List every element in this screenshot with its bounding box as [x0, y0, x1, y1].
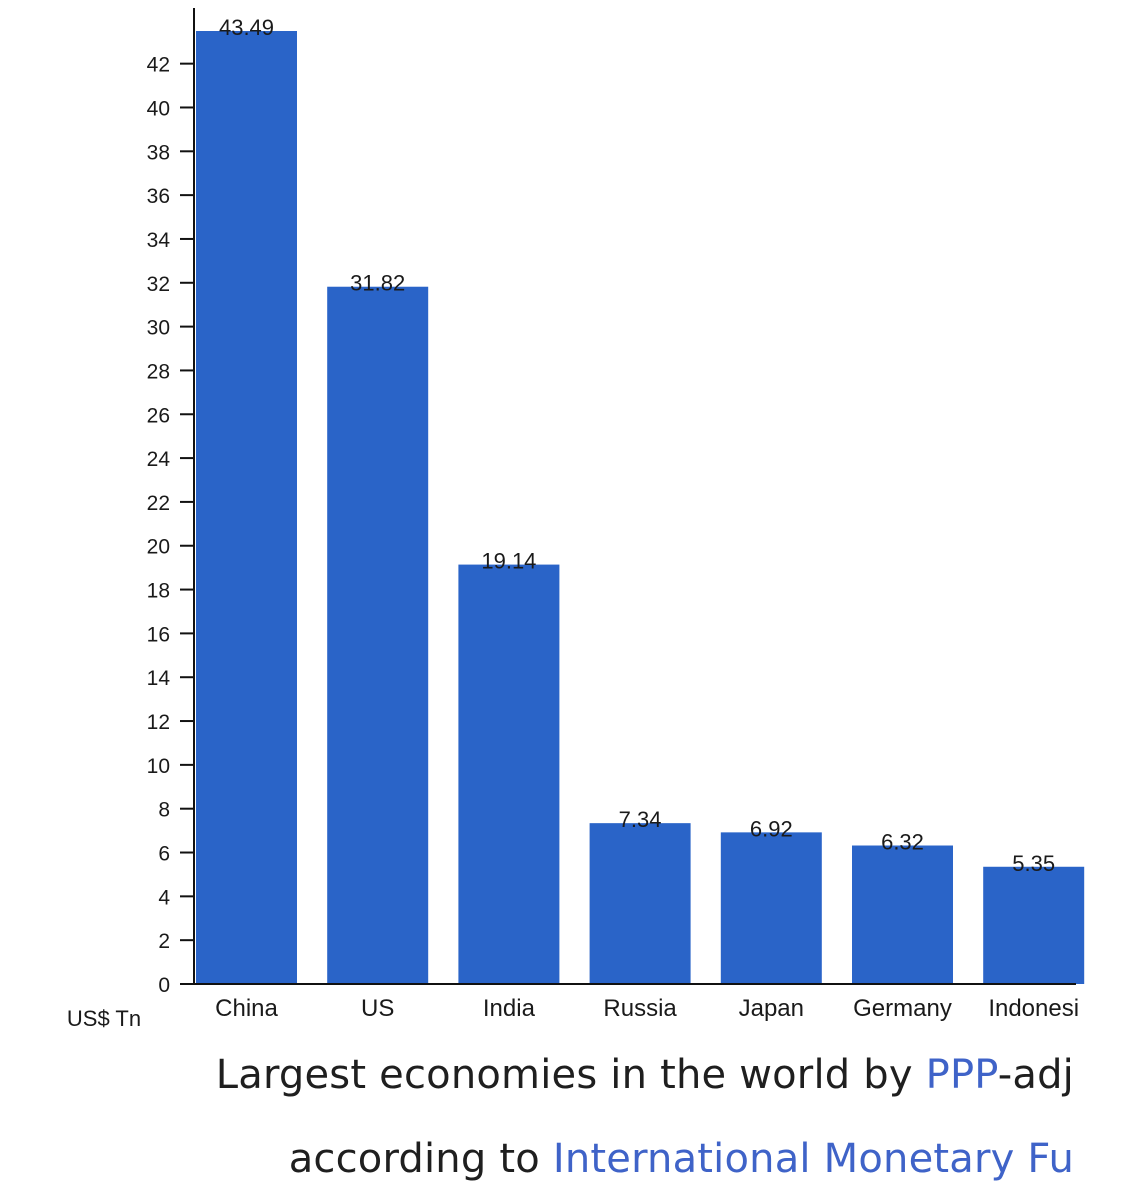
y-tick-label: 26 — [147, 404, 170, 427]
imf-link[interactable]: International Monetary Fu — [552, 1136, 1074, 1182]
bar-china — [196, 31, 297, 984]
value-labels: 43.49 31.82 19.14 7.34 6.92 6.32 5.35 — [219, 15, 1055, 876]
y-tick-label: 38 — [147, 141, 170, 164]
y-tick-label: 12 — [147, 711, 170, 734]
category-label: India — [483, 995, 536, 1022]
bar-chart: 024681012141618202224262830323436384042 … — [67, 8, 1085, 1031]
y-tick-label: 40 — [147, 97, 170, 120]
value-label: 6.92 — [750, 816, 793, 841]
value-label: 7.34 — [619, 807, 662, 832]
y-tick-label: 4 — [158, 886, 170, 909]
caption-text: according to — [288, 1136, 553, 1182]
category-labels: China US India Russia Japan Germany Indonesi — [215, 995, 1079, 1022]
bar-russia — [589, 823, 691, 984]
bar-indonesi — [983, 866, 1085, 984]
y-tick-label: 14 — [147, 667, 171, 690]
y-tick-label: 2 — [158, 930, 170, 953]
y-tick-label: 10 — [147, 755, 170, 778]
bar-india — [458, 564, 560, 984]
y-tick-label: 24 — [147, 448, 171, 471]
y-tick-label: 34 — [147, 229, 171, 252]
bar-us — [327, 286, 429, 984]
category-label: China — [215, 995, 278, 1022]
caption-text: Largest economies in the world by — [215, 1052, 926, 1098]
y-axis-unit: US$ Tn — [67, 1006, 141, 1031]
y-tick-label: 16 — [147, 623, 170, 646]
y-tick-label: 32 — [147, 273, 170, 296]
category-label: Indonesi — [988, 995, 1079, 1022]
y-tick-label: 18 — [147, 580, 170, 603]
caption-text: -adj — [997, 1052, 1074, 1098]
bar-japan — [720, 832, 822, 984]
y-tick-label: 22 — [147, 492, 170, 515]
y-tick-label: 36 — [147, 185, 170, 208]
y-tick-label: 6 — [158, 843, 170, 866]
bars — [196, 31, 1085, 984]
value-label: 43.49 — [219, 15, 274, 40]
y-tick-label: 28 — [147, 360, 170, 383]
category-label: Russia — [603, 995, 677, 1022]
caption-line-2: according to International Monetary Fu — [289, 1136, 1074, 1182]
ppp-link[interactable]: PPP — [925, 1052, 998, 1098]
category-label: Germany — [853, 995, 952, 1022]
y-tick-label: 30 — [147, 317, 170, 340]
y-tick-label: 8 — [158, 799, 170, 822]
bar-germany — [852, 845, 953, 984]
category-label: US — [361, 995, 394, 1022]
y-tick-label: 20 — [147, 536, 170, 559]
category-label: Japan — [739, 995, 804, 1022]
value-label: 31.82 — [350, 271, 405, 296]
value-label: 19.14 — [481, 549, 536, 574]
value-label: 5.35 — [1012, 851, 1055, 876]
y-tick-label: 0 — [158, 974, 170, 997]
caption-line-1: Largest economies in the world by PPP-ad… — [216, 1052, 1074, 1098]
value-label: 6.32 — [881, 830, 924, 855]
y-tick-label: 42 — [147, 54, 170, 77]
